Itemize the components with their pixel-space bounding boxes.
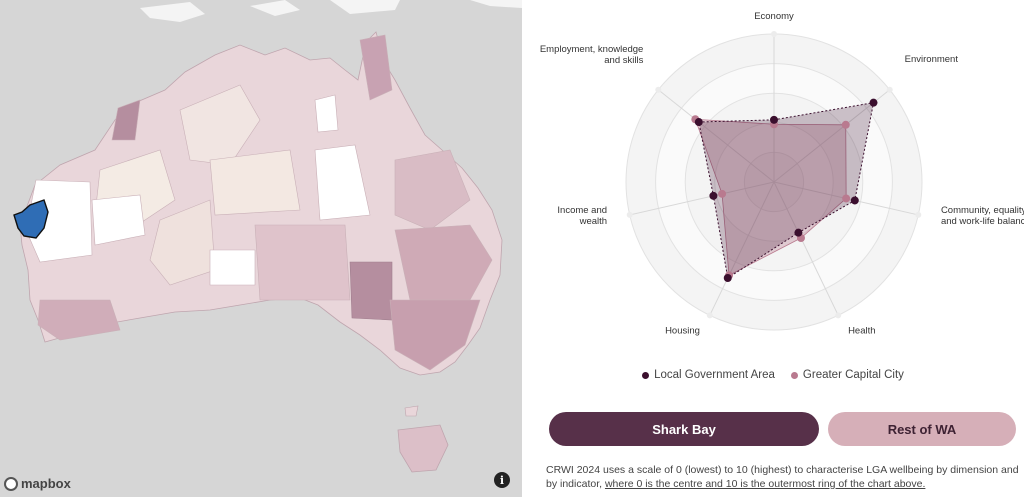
gcc-series-area — [694, 118, 847, 276]
radar-axis-label-line: Health — [848, 325, 875, 336]
map-region[interactable] — [209, 249, 256, 286]
radar-axis-label-line: Community, equality — [941, 205, 1024, 216]
lga-data-point — [723, 274, 732, 283]
radar-axis-label-line: and skills — [604, 55, 643, 66]
gcc-data-point — [718, 189, 727, 198]
map-panel[interactable]: mapbox i — [0, 0, 522, 497]
north-island — [470, 0, 522, 8]
map-region[interactable] — [209, 149, 301, 216]
legend-item-lga: Local Government Area — [642, 369, 775, 381]
north-island — [330, 0, 400, 14]
australia-map[interactable] — [0, 0, 522, 497]
chart-legend: Local Government Area Greater Capital Ci… — [522, 369, 1024, 381]
legend-label-lga: Local Government Area — [654, 369, 775, 381]
radar-axis-label-line: and work-life balance — [941, 216, 1024, 227]
footnote-underlined: where 0 is the centre and 10 is the oute… — [604, 478, 926, 490]
scale-footnote: CRWI 2024 uses a scale of 0 (lowest) to … — [546, 463, 1020, 491]
radar-axis-end — [886, 86, 893, 93]
gcc-data-point — [841, 120, 850, 129]
wellbeing-panel: Economy Environment Community, equality and… — [522, 0, 1024, 497]
radar-axis-label: Environment — [905, 54, 959, 65]
radar-axis-label-line: Environment — [905, 54, 959, 65]
radar-axis-line — [773, 181, 839, 316]
map-region[interactable] — [394, 149, 471, 231]
radar-axis-end — [915, 211, 922, 218]
gcc-data-point — [842, 194, 851, 203]
radar-axis-label: Community, equality and work-life balance — [941, 205, 1024, 227]
radar-axis-label: Health — [848, 325, 875, 336]
north-island — [140, 2, 205, 22]
footnote-text: CRWI 2024 uses a scale of 0 (lowest) to … — [546, 464, 1019, 490]
tasmania[interactable] — [397, 424, 449, 473]
map-region[interactable] — [404, 405, 419, 417]
radar-axis-label-line: Economy — [754, 11, 794, 22]
map-region[interactable] — [394, 224, 493, 301]
lga-data-point — [794, 228, 803, 237]
lga-data-point — [694, 118, 703, 127]
info-icon[interactable]: i — [494, 472, 510, 488]
radar-axis-end — [655, 86, 662, 93]
legend-label-gcc: Greater Capital City — [802, 369, 904, 381]
radar-axis-label: Housing — [665, 325, 700, 336]
map-region[interactable] — [349, 261, 393, 321]
radar-axis-label-line: Housing — [665, 325, 700, 336]
radar-axis-line — [629, 181, 775, 216]
radar-axis-line — [709, 181, 775, 316]
lga-button[interactable]: Shark Bay — [549, 412, 819, 446]
radar-axis-label: Economy — [754, 11, 794, 22]
radar-axis-label: Employment, knowledge and skills — [540, 44, 644, 66]
lga-series-area — [698, 102, 875, 279]
radar-axis-end — [706, 312, 713, 319]
mapbox-logo[interactable]: mapbox — [4, 476, 71, 491]
lga-data-point — [850, 196, 859, 205]
map-region[interactable] — [37, 299, 121, 341]
radar-axis-end — [835, 312, 842, 319]
map-region[interactable] — [91, 194, 146, 246]
lga-data-point — [869, 98, 878, 107]
radar-axis-label-line: Employment, knowledge — [540, 44, 644, 55]
shark-bay-region[interactable] — [13, 199, 49, 239]
mapbox-logo-icon — [4, 476, 18, 491]
mapbox-logo-text: mapbox — [21, 476, 71, 491]
legend-dot-gcc — [790, 371, 798, 379]
radar-axis-label-line: wealth — [579, 216, 607, 227]
lga-data-point — [709, 191, 718, 200]
legend-dot-lga — [642, 371, 650, 379]
radar-axis-label-line: Income and — [557, 205, 607, 216]
rest-of-state-button[interactable]: Rest of WA — [828, 412, 1016, 446]
radar-axis-end — [771, 31, 777, 37]
radar-axis-end — [626, 211, 633, 218]
map-region[interactable] — [314, 94, 339, 133]
radar-axis-line — [657, 89, 775, 183]
map-region[interactable] — [359, 34, 393, 101]
lga-data-point — [770, 115, 778, 124]
map-region[interactable] — [149, 199, 216, 286]
map-region[interactable] — [179, 84, 261, 166]
map-region[interactable] — [389, 299, 481, 371]
map-region[interactable] — [254, 224, 351, 301]
north-island — [250, 0, 300, 16]
map-region[interactable] — [111, 99, 141, 141]
radar-axis-label: Income and wealth — [557, 205, 607, 227]
legend-item-gcc: Greater Capital City — [790, 369, 904, 381]
map-region[interactable] — [314, 144, 371, 221]
